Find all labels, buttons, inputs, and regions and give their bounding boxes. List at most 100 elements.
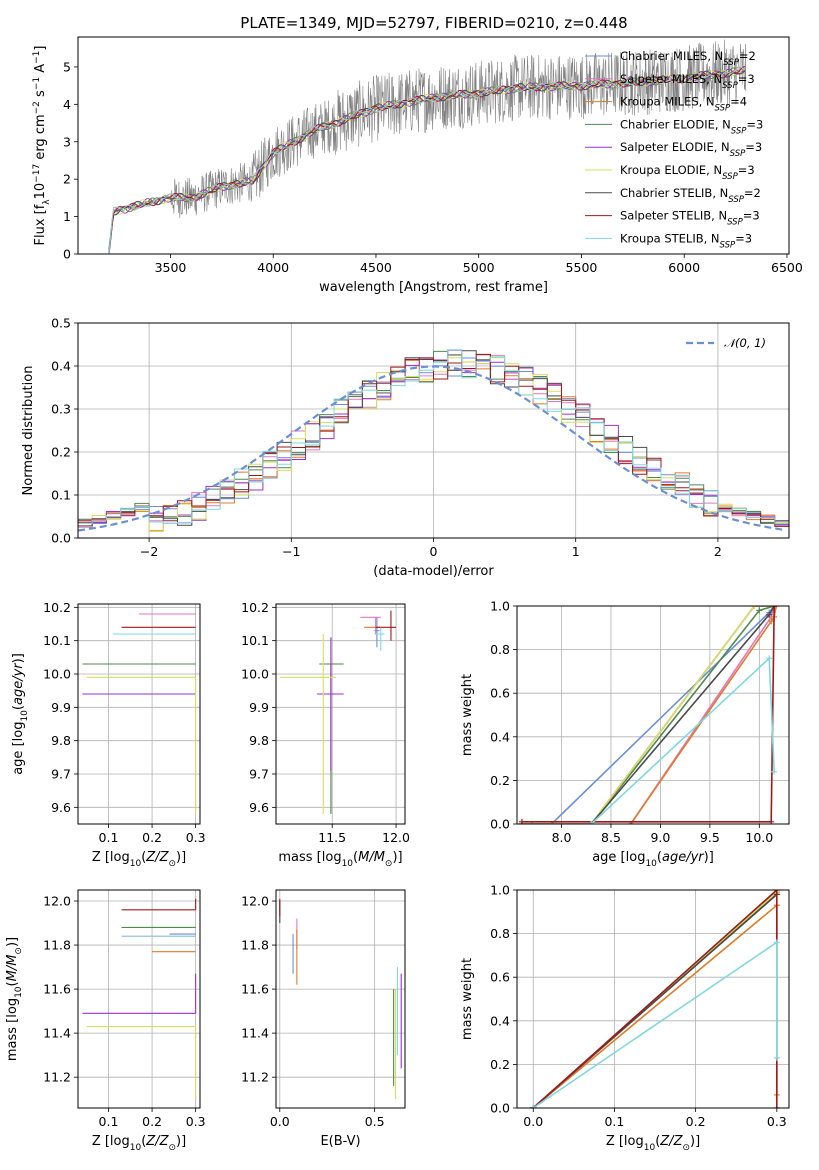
legend-entry-value: =3 [745, 140, 762, 154]
z_age-ytick-label: 10.0 [43, 667, 71, 682]
legend-entry-sub: SSP [723, 58, 739, 68]
z_age-ylabel-part: ) [11, 658, 26, 663]
z_mass-ylabel-part: M/M [5, 955, 20, 982]
spectrum-plot [108, 39, 747, 254]
residuals-xlabel: (data-model)/error [373, 564, 494, 579]
ebv_mass-frame: 0.0 0.5 11.2 11.4 11.6 11.8 12.0 E(B-V) [241, 889, 406, 1149]
spectrum-model-line [108, 69, 746, 254]
spectrum-ytick-label: 3 [63, 134, 71, 149]
age_mw-ytick-label: 0.2 [490, 773, 510, 788]
spectrum-xtick-label: 5500 [566, 260, 598, 275]
legend-entry-value: =3 [735, 231, 752, 245]
spectrum-axes-box [77, 36, 790, 255]
residuals-plot [78, 349, 789, 532]
spectrum-ylabel-part: −17 [32, 164, 42, 183]
age_mw-xlabel: age [log10(age/yr)] [592, 850, 714, 869]
age_mw-ylabel-part: mass weight [460, 674, 475, 756]
age_mw-xtick-label: 10.0 [745, 830, 773, 845]
ebv_mass-xtick-label: 0.0 [270, 1114, 290, 1129]
legend-entry-label: Chabrier ELODIE, N [620, 117, 731, 131]
ebv_mass-ytick-label: 11.8 [241, 938, 269, 953]
z_mass-xlabel-part: )] [176, 1134, 186, 1149]
mass_age-xtick-label: 12.0 [382, 830, 410, 845]
legend-entry: Salpeter STELIB, NSSP=3 [620, 209, 760, 228]
z_age-xtick-label: 0.2 [142, 830, 162, 845]
residuals-xtick-label: 0 [430, 544, 438, 559]
legend-entry: Salpeter MILES, NSSP=3 [620, 72, 755, 91]
legend-entry-sub: SSP [722, 81, 738, 91]
z_mass-xtick-label: 0.2 [142, 1114, 162, 1129]
age_mw-panel: 8.0 8.5 9.0 9.5 10.0 0.0 0.2 0.4 0.6 0.8 1.0 age [l… [460, 599, 790, 869]
z_mw-panel: 0.0 0.1 0.2 0.3 0.0 0.2 0.4 0.6 0.8 1.0 Z [log10(Z… [460, 883, 790, 1153]
legend-entry-sub: SSP [715, 104, 731, 114]
z_mass-grid [78, 890, 200, 1108]
spectrum-ytick-label: 4 [63, 97, 71, 112]
z_age-ytick-label: 10.2 [43, 600, 71, 615]
mass_age-ytick-label: 9.9 [249, 700, 269, 715]
z_mass-ytick-label: 12.0 [43, 894, 71, 909]
age_mw-ytick-label: 1.0 [490, 599, 510, 614]
age_mw-xlabel-part: age/yr [662, 850, 705, 865]
spectrum-ylabel-part: Flux [f [33, 204, 48, 245]
spectrum-xtick-label: 3500 [155, 260, 187, 275]
z_mass-xtick-label: 0.1 [99, 1114, 119, 1129]
z_mw-ytick-label: 0.2 [490, 1057, 510, 1072]
z_age-ytick-label: 9.8 [51, 733, 71, 748]
legend-entry-sub: SSP [728, 195, 744, 205]
legend-entry-sub: SSP [727, 218, 743, 228]
residuals-xtick-label: 2 [714, 544, 722, 559]
legend-entry-sub: SSP [730, 149, 746, 159]
z_mass-panel: 0.1 0.2 0.311.211.411.611.812.0Z [log10(Z/… [5, 889, 206, 1153]
age_mw-axes-box [516, 605, 790, 825]
spectrum-model-line [108, 66, 746, 254]
z_mw-xlabel-part: Z [log [606, 1134, 644, 1149]
residuals-ytick-label: 0.2 [51, 445, 71, 460]
ebv_mass-ytick-label: 12.0 [241, 894, 269, 909]
legend-entry-sub: SSP [731, 126, 747, 136]
z_mw-xlabel-part: ( [655, 1134, 660, 1149]
ebv_mass-xlabel-part: E(B-V) [320, 1134, 360, 1149]
age_mw-xtick-label: 8.0 [552, 830, 572, 845]
spectrum-model-line [108, 66, 746, 254]
ebv_mass-panel: 0.0 0.5 11.2 11.4 11.6 11.8 12.0 E(B-V) [241, 889, 406, 1149]
mass-weight-line [590, 656, 775, 824]
spectrum-ylabel-part: s [33, 90, 48, 101]
z_age-panel: 0.1 0.2 0.39.69.79.89.910.010.110.2Z [log1… [11, 600, 206, 869]
z_age-ylabel: age [log10(age/yr)] [11, 653, 30, 775]
z_mw-ytick-label: 0.4 [490, 1013, 510, 1028]
legend-entry: Salpeter ELODIE, NSSP=3 [620, 140, 762, 159]
ebv_mass-grid [276, 890, 405, 1108]
z_mw-plot [530, 890, 780, 1108]
z_mass-frame: 0.1 0.2 0.311.211.411.611.812.0Z [log10(Z/… [5, 889, 206, 1153]
legend-entry-sub: SSP [720, 240, 736, 250]
mass_age-grid [276, 604, 405, 824]
z_mw-grid [517, 889, 789, 1109]
spectrum-xtick-label: 6000 [668, 260, 700, 275]
residuals-xlabel-part: (data-model)/error [373, 564, 494, 579]
ebv_mass-plot [279, 898, 402, 1100]
spectrum-ylabel-part: A [33, 64, 48, 77]
legend-entry-label: Salpeter MILES, N [620, 72, 722, 86]
z_age-xlabel-part: ( [141, 850, 146, 865]
residuals-ytick-label: 0.1 [51, 488, 71, 503]
mass-weight-line [630, 606, 775, 824]
mass-weight-marker [530, 1105, 537, 1108]
spectrum-ylabel-part: erg cm [33, 114, 48, 163]
mass-weight-line [532, 903, 778, 1108]
age_mw-ytick-label: 0.8 [490, 642, 510, 657]
age_mw-xlabel-part: ] [709, 850, 714, 865]
mass-weight-line [532, 890, 778, 1108]
legend-entry-label: Chabrier MILES, N [620, 49, 723, 63]
z_mw-xtick-label: 0.0 [523, 1114, 543, 1129]
legend-entry-label: Kroupa ELODIE, N [620, 163, 722, 177]
spectrum-data-line [108, 39, 747, 254]
z_age-ylabel-part: ] [11, 653, 26, 658]
legend-entry-gaussian: 𝒩(0, 1) [724, 336, 766, 350]
mass_age-ytick-label: 10.1 [241, 633, 269, 648]
legend-entry-sub: SSP [722, 172, 738, 182]
mass_age-xlabel-part: )] [392, 850, 402, 865]
z_mass-xlabel-part: ( [141, 1134, 146, 1149]
z_mass-xlabel-part: ⊙ [168, 1143, 176, 1153]
age_mw-xtick-label: 9.0 [650, 830, 670, 845]
